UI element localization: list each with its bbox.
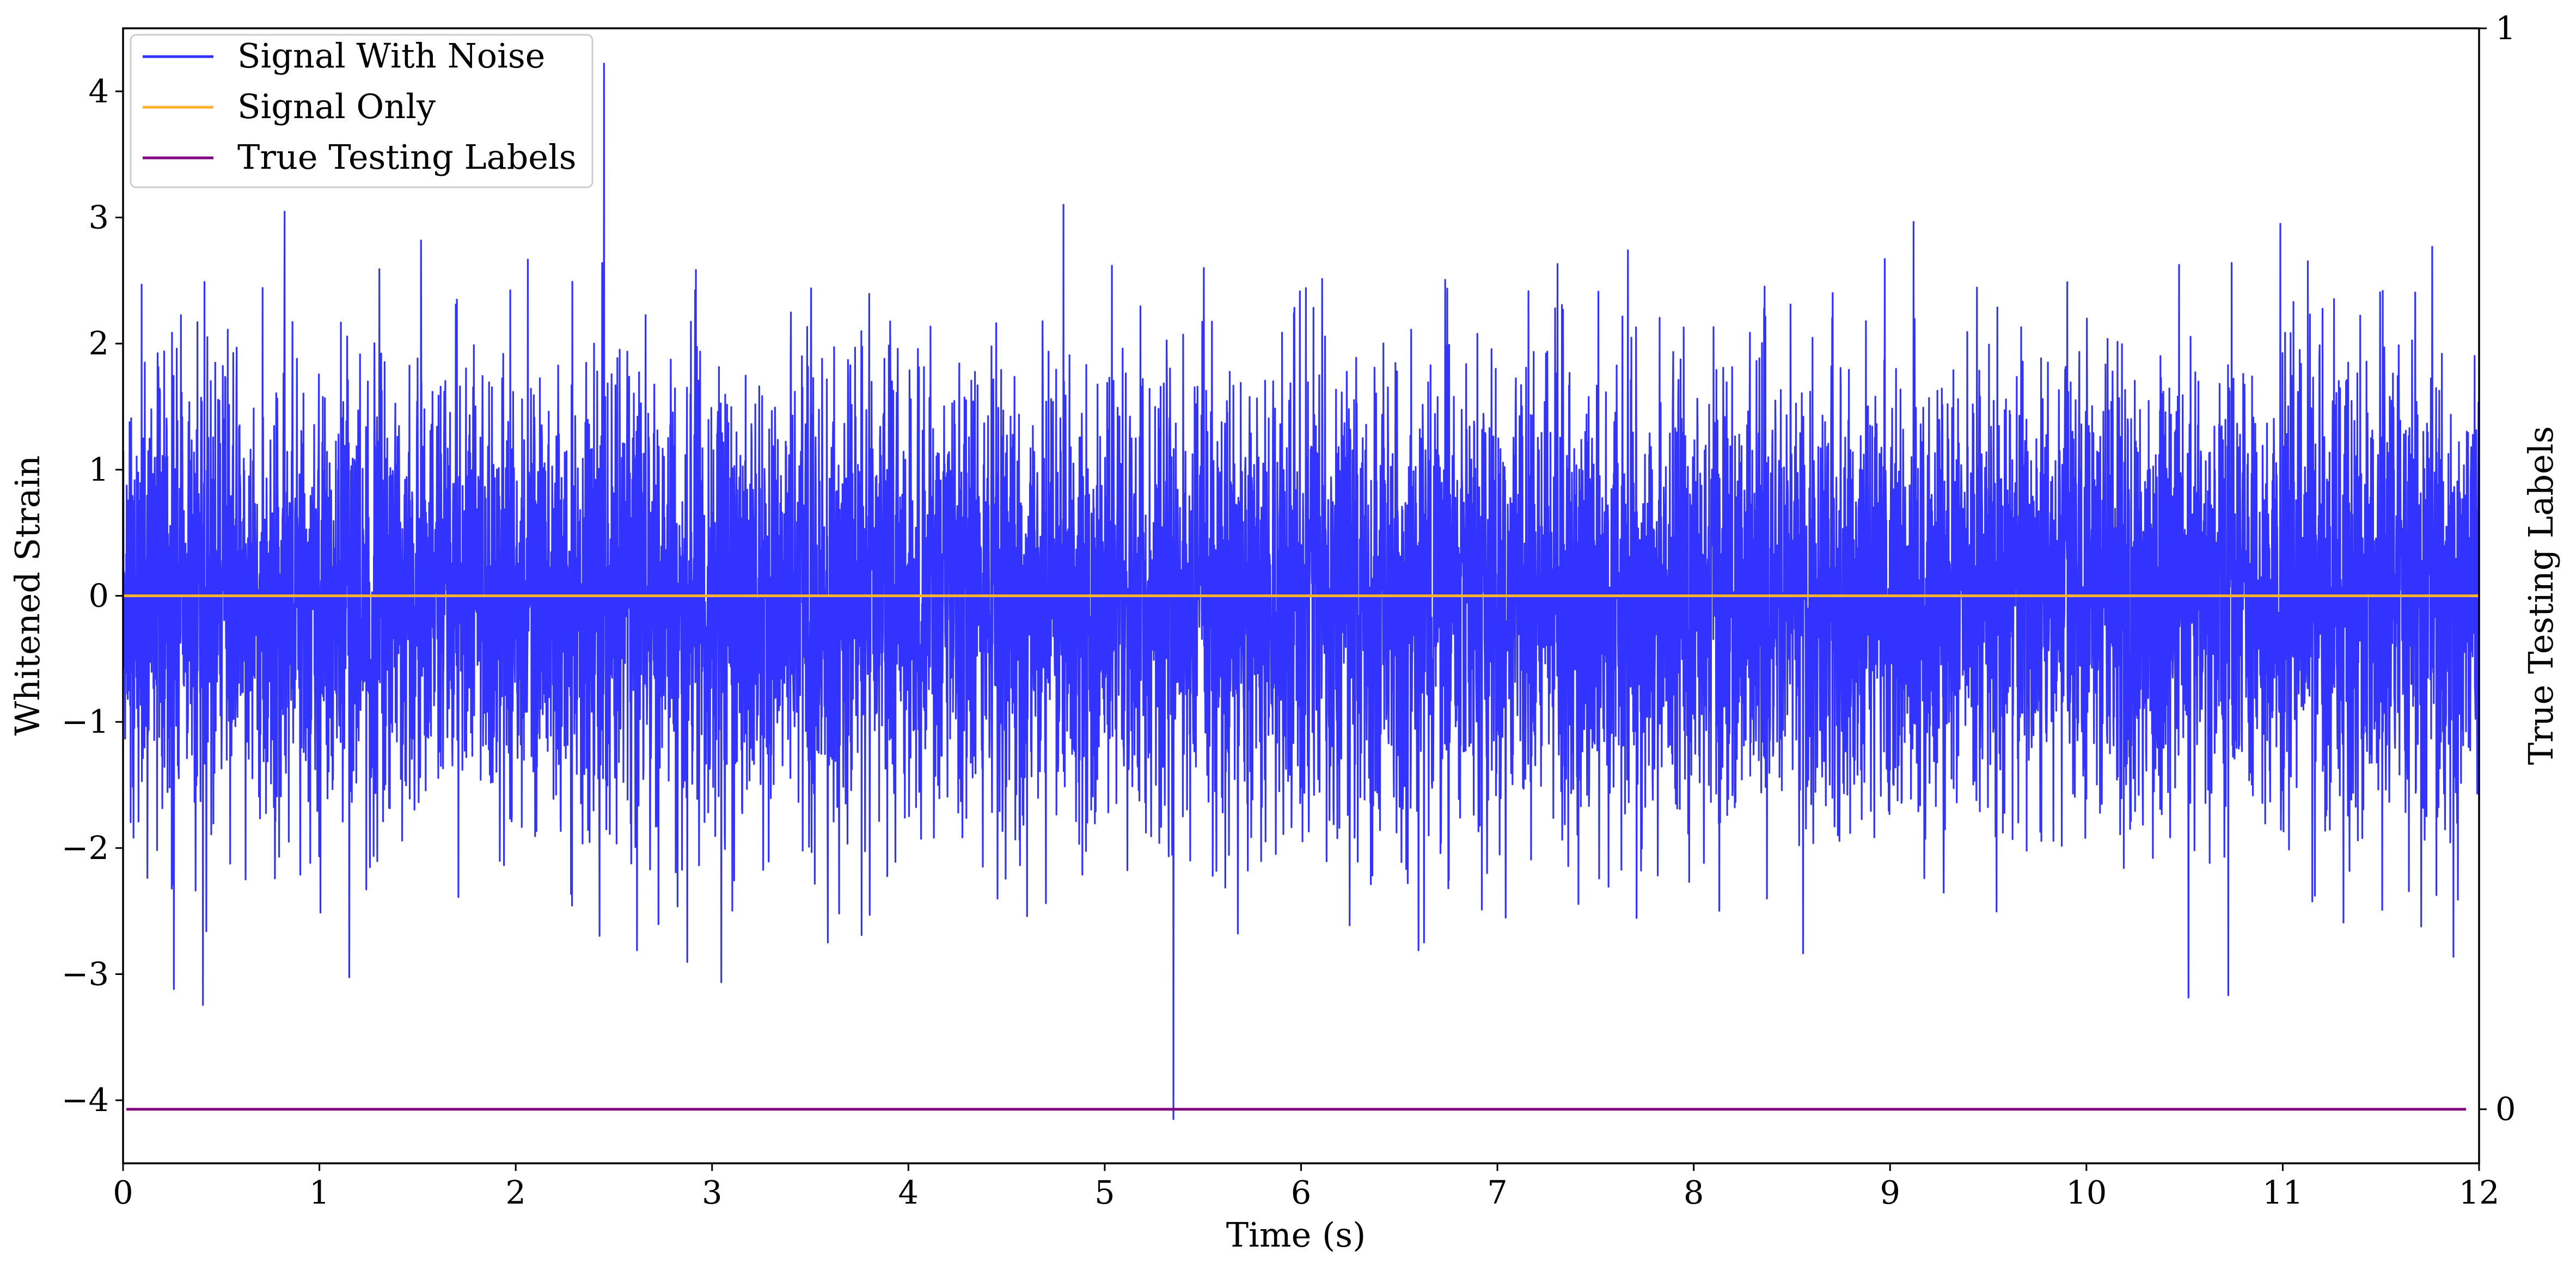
x-tick-label: 5 [1094, 1174, 1115, 1211]
x-tick-label: 4 [898, 1174, 919, 1211]
y2-tick-label: 1 [2495, 9, 2516, 47]
legend: Signal With Noise Signal Only True Testing… [130, 34, 593, 188]
y-tick-label: 4 [88, 72, 109, 110]
x-axis: 0 1 2 3 4 5 6 7 8 9 10 11 12 [113, 1163, 2500, 1211]
y2-axis: 01 [2479, 9, 2516, 1128]
x-tick-label: 11 [2262, 1174, 2303, 1211]
x-tick-label: 2 [505, 1174, 526, 1211]
x-tick-label: 8 [1684, 1174, 1704, 1211]
x-tick-label: 3 [702, 1174, 723, 1211]
legend-entry: True Testing Labels [237, 137, 577, 177]
y-axis: −4 −3 −2 −1 0 1 2 3 4 [62, 72, 123, 1119]
series-line-signal-with-noise [123, 63, 2479, 1120]
y-tick-label: 0 [88, 577, 109, 615]
y2-axis-label: True Testing Labels [2521, 426, 2561, 765]
x-axis-label: Time (s) [1226, 1215, 1366, 1255]
x-tick-label: 12 [2458, 1174, 2499, 1211]
y-tick-label: −3 [62, 955, 109, 993]
x-tick-label: 10 [2066, 1174, 2107, 1211]
y-tick-label: −2 [62, 829, 109, 867]
legend-entry: Signal Only [237, 87, 436, 126]
x-tick-label: 0 [113, 1174, 133, 1211]
y-tick-label: 3 [88, 199, 109, 236]
x-tick-label: 7 [1487, 1174, 1508, 1211]
x-tick-label: 6 [1291, 1174, 1312, 1211]
y-tick-label: −1 [62, 703, 109, 740]
x-tick-label: 1 [309, 1174, 330, 1211]
y2-tick-label: 0 [2495, 1090, 2516, 1128]
plot-series [123, 63, 2479, 1120]
y-axis-label: Whitened Strain [8, 456, 47, 736]
legend-entry: Signal With Noise [237, 36, 545, 76]
legend-frame [130, 34, 593, 188]
y-tick-label: 2 [88, 324, 109, 362]
y-tick-label: −4 [62, 1081, 109, 1119]
y-tick-label: 1 [88, 451, 109, 488]
x-tick-label: 9 [1880, 1174, 1900, 1211]
